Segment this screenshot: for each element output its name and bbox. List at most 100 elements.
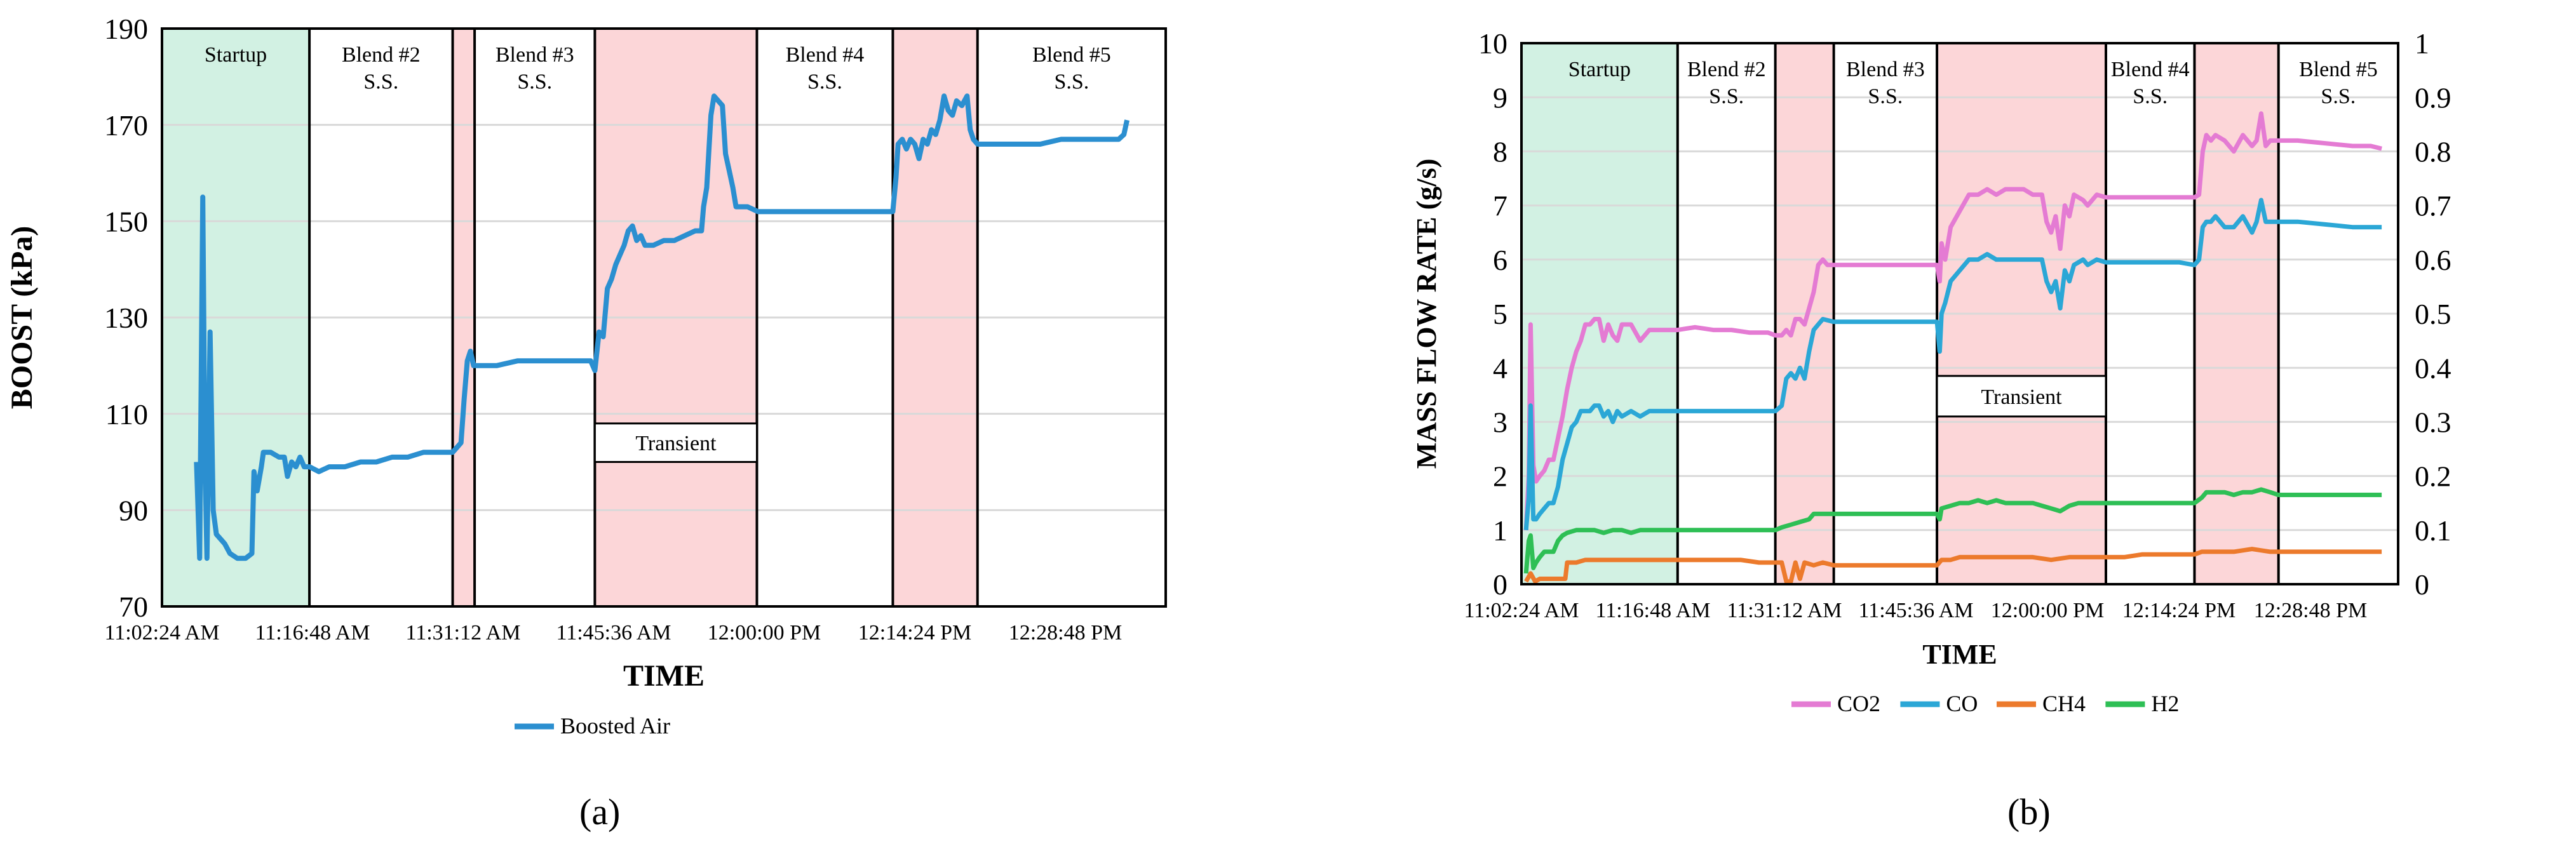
panel-label-b: (b) — [2007, 791, 2051, 832]
y2-tick-label: 0.7 — [2415, 190, 2451, 222]
legend-item: CO2 — [1791, 691, 1880, 716]
x-axis-title: TIME — [623, 659, 705, 693]
x-tick-label: 12:28:48 PM — [2254, 599, 2368, 622]
y-tick-label: 150 — [104, 205, 148, 237]
region-label-line: Blend #5 — [2299, 58, 2378, 81]
series-line-co2 — [1523, 111, 2382, 530]
x-tick-label: 11:45:36 AM — [556, 621, 671, 645]
plot-frame — [161, 27, 1167, 608]
x-tick-label: 11:45:36 AM — [1858, 599, 1973, 622]
region-label-line: Blend #2 — [342, 43, 421, 67]
legend-label: CH4 — [2042, 691, 2086, 716]
region-label-line: S.S. — [517, 70, 552, 94]
legend-item: Boosted Air — [515, 713, 670, 739]
y2-tick-label: 0.5 — [2415, 298, 2451, 330]
region-label: Startup — [1568, 58, 1631, 81]
region-label: Blend #2 S.S. — [342, 43, 421, 94]
region-label-line: Startup — [205, 43, 267, 67]
transient-label: Transient — [635, 432, 717, 455]
x-tick-label: 12:00:00 PM — [1991, 599, 2105, 622]
panel-label-a: (a) — [579, 791, 621, 832]
x-tick-label: 12:14:24 PM — [2122, 599, 2236, 622]
region-label: Blend #4 S.S. — [786, 43, 865, 94]
region-label: Blend #3 S.S. — [496, 43, 574, 94]
region-label: Blend #5 S.S. — [1032, 43, 1111, 94]
y-tick-label: 170 — [104, 109, 148, 142]
y-tick-label: 9 — [1493, 81, 1507, 114]
legend-item: CO — [1900, 691, 1978, 716]
region-label-line: S.S. — [2321, 85, 2356, 109]
region-label-line: S.S. — [1054, 70, 1089, 94]
y-tick-label: 130 — [104, 302, 148, 334]
y2-tick-label: 0 — [2415, 568, 2429, 601]
legend-item: CH4 — [1997, 691, 2086, 716]
x-tick-label: 12:00:00 PM — [708, 621, 821, 645]
y2-tick-label: 0.8 — [2415, 136, 2451, 168]
y-tick-label: 1 — [1493, 514, 1507, 547]
x-tick-label: 11:31:12 AM — [1727, 599, 1842, 622]
x-tick-label: 11:16:48 AM — [1595, 599, 1710, 622]
y2-tick-label: 0.3 — [2415, 406, 2451, 439]
y2-tick-label: 0.9 — [2415, 81, 2451, 114]
region-label-line: S.S. — [807, 70, 842, 94]
region-label-line: Blend #4 — [2111, 58, 2190, 81]
mass-flow-chart: Startup Blend #2 S.S. Blend #3 S.S. Blend #4 S… — [1411, 27, 2451, 716]
y-tick-label: 5 — [1493, 298, 1507, 330]
x-tick-label: 11:02:24 AM — [1464, 599, 1579, 622]
y-tick-label: 110 — [105, 398, 148, 431]
y2-tick-label: 0.2 — [2415, 460, 2451, 493]
y-tick-label: 7 — [1493, 190, 1507, 222]
region-label: Blend #4 S.S. — [2111, 58, 2190, 109]
x-tick-label: 12:14:24 PM — [858, 621, 972, 645]
y-tick-label: 70 — [119, 591, 148, 623]
y-axis-title: BOOST (kPa) — [5, 226, 39, 410]
y2-tick-label: 1 — [2415, 27, 2429, 60]
region-label-line: S.S. — [1868, 85, 1903, 109]
series-line-co — [1523, 197, 2382, 531]
x-tick-label: 11:02:24 AM — [104, 621, 219, 645]
y-tick-label: 10 — [1478, 27, 1507, 60]
region-label-line: S.S. — [2133, 85, 2168, 109]
chart-panel-b: Startup Blend #2 S.S. Blend #3 S.S. Blend #4 S… — [1366, 0, 2576, 846]
legend-label: Boosted Air — [560, 713, 670, 739]
y-tick-label: 190 — [104, 13, 148, 45]
plot-frame — [1520, 42, 2399, 585]
region-label-line: S.S. — [1709, 85, 1744, 109]
legend-label: CO2 — [1837, 691, 1880, 716]
transient-label-box — [1936, 375, 2107, 418]
series-line-h2 — [1523, 487, 2382, 574]
region-label-line: Blend #3 — [1846, 58, 1925, 81]
chart-panel-a: Startup Blend #2 S.S. Blend #3 S.S. Blend #4 S… — [0, 0, 1271, 846]
region-label: Blend #2 S.S. — [1687, 58, 1766, 109]
legend-label: CO — [1946, 691, 1978, 716]
y-tick-label: 6 — [1493, 244, 1507, 276]
y2-tick-label: 0.6 — [2415, 244, 2451, 276]
y-tick-label: 3 — [1493, 406, 1507, 439]
region-label-line: S.S. — [363, 70, 398, 94]
y-axis-title: MASS FLOW RATE (g/s) — [1411, 159, 1442, 469]
x-axis-title: TIME — [1922, 639, 1997, 670]
region-label-line: Blend #4 — [786, 43, 865, 67]
x-tick-label: 11:16:48 AM — [255, 621, 370, 645]
y-tick-label: 4 — [1493, 352, 1507, 384]
region-label-line: Blend #5 — [1032, 43, 1111, 67]
transient-label: Transient — [1981, 385, 2062, 409]
y2-tick-label: 0.4 — [2415, 352, 2451, 384]
region-label-line: Blend #3 — [496, 43, 574, 67]
y2-tick-label: 0.1 — [2415, 514, 2451, 547]
region-label: Startup — [205, 43, 267, 67]
region-label-line: Startup — [1568, 58, 1631, 81]
y-tick-label: 2 — [1493, 460, 1507, 493]
x-tick-label: 12:28:48 PM — [1009, 621, 1123, 645]
series-line-ch4 — [1524, 547, 2382, 584]
region-label-line: Blend #2 — [1687, 58, 1766, 81]
legend-label: H2 — [2151, 691, 2179, 716]
x-tick-label: 11:31:12 AM — [405, 621, 520, 645]
y-tick-label: 90 — [119, 494, 148, 526]
boost-chart: Startup Blend #2 S.S. Blend #3 S.S. Blend #4 S… — [5, 13, 1167, 739]
region-label: Blend #3 S.S. — [1846, 58, 1925, 109]
y-tick-label: 8 — [1493, 136, 1507, 168]
transient-label-box — [593, 422, 758, 463]
y-tick-label: 0 — [1493, 568, 1507, 601]
legend-item: H2 — [2105, 691, 2179, 716]
